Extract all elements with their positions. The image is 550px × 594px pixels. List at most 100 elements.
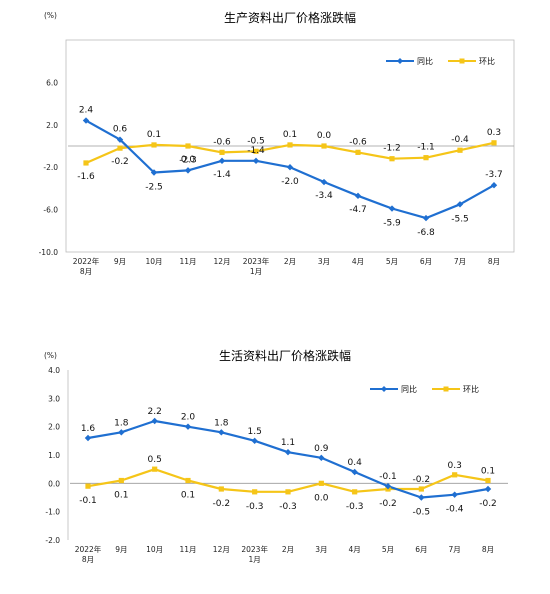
data-point [422,214,430,222]
x-tick-label: 2022年 [75,544,102,554]
chart-consumer-goods: 生活资料出厂价格涨跌幅 (%) 4.03.02.01.00.0-1.0-2.0 … [44,348,508,564]
data-label: 0.3 [487,128,501,138]
legend-marker [443,386,449,392]
data-label: 0.1 [114,491,128,501]
data-point [253,148,259,154]
data-label: -2.0 [281,177,299,187]
legend: 同比 环比 [386,56,495,66]
y-tick-label: 2.0 [46,121,58,130]
data-label: -1.2 [383,144,401,154]
x-tick-label: 10月 [146,545,163,554]
data-label: 2.2 [148,407,162,417]
y-tick-label: 0.0 [48,479,60,488]
data-point [320,178,328,186]
legend-marker [381,386,387,392]
data-point [418,494,425,501]
legend-label: 环比 [479,56,495,66]
data-label: -4.7 [349,205,367,215]
data-point [218,157,226,165]
y-tick-label: 3.0 [48,394,60,403]
data-label: -0.5 [413,508,431,518]
data-label: -0.3 [346,502,364,512]
x-tick-label: 8月 [488,257,500,266]
data-label: -0.6 [213,137,231,147]
data-point [318,454,325,462]
data-point [352,489,358,495]
x-tick-label: 2月 [284,257,296,266]
data-label: -0.1 [379,472,397,482]
data-label: -0.4 [446,505,464,515]
data-point [83,160,89,166]
data-label: 1.5 [248,427,262,437]
data-point [84,434,92,442]
data-point [485,477,491,484]
data-label: 1.8 [114,418,129,428]
x-tick-label: 2022年 [73,256,100,266]
data-label: -1.6 [77,172,95,182]
data-label: -1.1 [417,143,435,153]
data-point [285,489,291,495]
y-unit-label: (%) [44,11,57,20]
x-tick-label: 8月 [482,545,494,554]
data-label: 0.5 [148,455,162,465]
data-label: 0.6 [113,125,128,135]
data-label: 0.0 [317,131,332,141]
chart-title: 生活资料出厂价格涨跌幅 [219,348,351,363]
x-tick-label: 5月 [382,545,394,554]
data-point [116,136,124,143]
data-label: -5.9 [383,219,401,229]
data-label: 0.0 [314,493,329,503]
x-tick-label: 12月 [213,545,230,554]
y-tick-label: -2.0 [45,536,60,545]
data-point [184,423,192,430]
data-point [185,143,191,149]
y-tick-label: -10.0 [39,248,59,257]
data-label: -0.5 [247,136,265,146]
legend-marker [459,58,465,64]
data-point [351,468,358,476]
data-point [252,489,258,495]
data-label: 0.3 [448,461,462,471]
x-tick-sublabel: 8月 [80,267,92,276]
data-label: 1.6 [81,424,96,434]
data-label: -1.4 [247,146,265,156]
data-label: 2.0 [181,413,196,423]
data-label: 0.4 [348,458,363,468]
data-point [384,482,392,490]
chart-production-materials: 生产资料出厂价格涨跌幅 (%) 6.0 2.0 -2.0 -6.0 -10.0 -1.6… [39,10,515,276]
x-tick-label: 2023年 [243,256,270,266]
data-label: -3.7 [485,170,503,180]
data-label: -1.4 [213,170,231,180]
data-point [85,483,91,489]
data-point [151,142,157,148]
x-tick-label: 2023年 [241,544,268,554]
x-tick-label: 2月 [282,545,294,554]
data-point [218,486,224,492]
data-label: 1.8 [214,418,229,428]
data-point [423,155,429,161]
x-tick-label: 7月 [449,545,461,554]
data-point [219,149,225,155]
data-label: -0.6 [349,137,367,147]
x-tick-sublabel: 1月 [250,267,262,276]
data-point [251,437,258,445]
x-tick-label: 6月 [420,257,432,266]
data-point [185,477,191,484]
legend-label: 环比 [463,384,479,394]
data-point [117,145,123,151]
data-label: -0.1 [79,496,97,506]
x-tick-label: 3月 [318,257,330,266]
x-tick-label: 10月 [145,257,162,266]
x-tick-label: 12月 [213,257,230,266]
x-tick-label: 3月 [315,545,327,554]
data-label: -0.2 [213,499,231,509]
data-label: -0.2 [479,499,497,509]
y-tick-label: 6.0 [46,78,58,87]
data-point [355,149,361,155]
data-label: 0.0 [181,155,196,165]
data-label: -0.2 [413,475,431,485]
y-tick-label: -6.0 [43,206,58,215]
data-label: 0.1 [181,491,195,501]
data-point [491,140,497,146]
y-tick-label: 1.0 [48,451,60,460]
